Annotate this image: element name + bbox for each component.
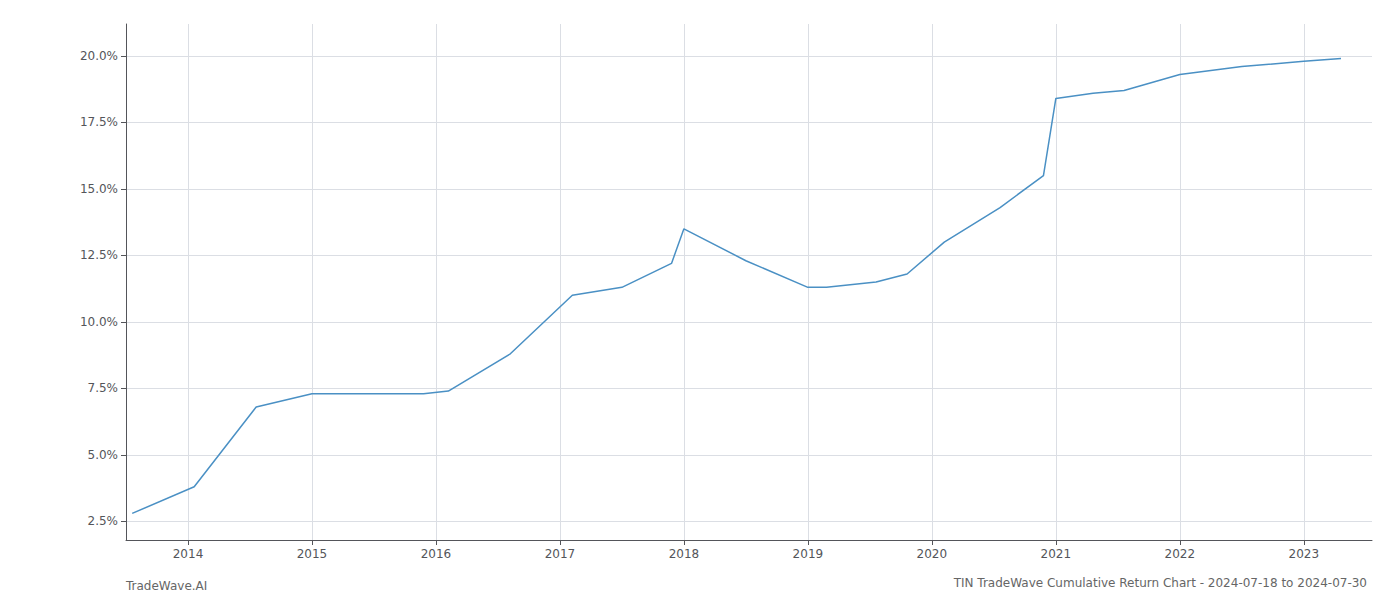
svg-text:2015: 2015 bbox=[297, 547, 328, 561]
svg-text:2021: 2021 bbox=[1041, 547, 1072, 561]
svg-text:20.0%: 20.0% bbox=[80, 49, 118, 63]
svg-text:2014: 2014 bbox=[173, 547, 204, 561]
svg-text:2.5%: 2.5% bbox=[88, 514, 119, 528]
svg-text:15.0%: 15.0% bbox=[80, 182, 118, 196]
svg-text:7.5%: 7.5% bbox=[88, 381, 119, 395]
svg-text:TIN TradeWave Cumulative Retur: TIN TradeWave Cumulative Return Chart - … bbox=[953, 576, 1367, 590]
svg-text:2022: 2022 bbox=[1165, 547, 1196, 561]
svg-text:2020: 2020 bbox=[917, 547, 948, 561]
svg-text:2019: 2019 bbox=[793, 547, 824, 561]
svg-text:17.5%: 17.5% bbox=[80, 115, 118, 129]
svg-text:TradeWave.AI: TradeWave.AI bbox=[125, 579, 207, 593]
svg-text:2018: 2018 bbox=[669, 547, 700, 561]
svg-text:5.0%: 5.0% bbox=[88, 448, 119, 462]
svg-text:2017: 2017 bbox=[545, 547, 576, 561]
svg-text:2016: 2016 bbox=[421, 547, 452, 561]
svg-text:2023: 2023 bbox=[1289, 547, 1320, 561]
svg-text:12.5%: 12.5% bbox=[80, 248, 118, 262]
svg-text:10.0%: 10.0% bbox=[80, 315, 118, 329]
